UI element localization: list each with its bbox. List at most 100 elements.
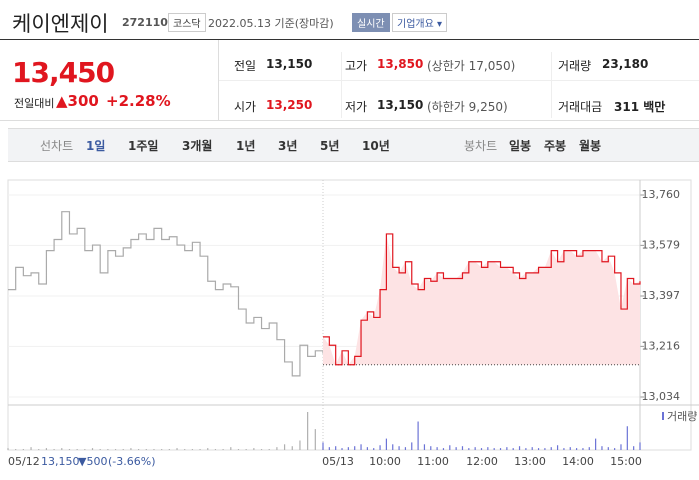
volume-bar (68, 449, 71, 450)
volume-bar (556, 445, 559, 450)
volume-bar (61, 448, 63, 450)
volume-bar (455, 447, 457, 450)
stat-label: 저가 (345, 100, 368, 114)
divider (341, 52, 342, 118)
tab[interactable]: 1주일 (128, 139, 159, 153)
tab[interactable]: 5년 (320, 139, 340, 153)
tab[interactable]: 1일 (86, 139, 106, 153)
tab[interactable]: 주봉 (544, 139, 567, 153)
stat-label: 전일 (234, 59, 257, 73)
volume-bar (442, 448, 445, 450)
volume-bar (299, 440, 301, 450)
current-price: 13,450 (12, 56, 115, 89)
volume-bar (307, 412, 309, 450)
volume-bar (461, 446, 464, 450)
market-badge: 코스닥 (168, 13, 206, 32)
tab-label: 봉차트 (464, 139, 498, 153)
company-info-button[interactable]: 기업개요 ▾ (392, 13, 447, 32)
y-tick-label: 13,760 (642, 188, 681, 201)
volume-bar (373, 448, 375, 450)
volume-bar (191, 449, 193, 450)
volume-bar (291, 446, 293, 450)
price-line (323, 233, 641, 366)
stat-value: 13,850 (377, 57, 424, 71)
tab[interactable]: 10년 (362, 139, 390, 153)
x-tick-label: 12:00 (466, 455, 498, 468)
prev-summary: 05/12 (8, 455, 40, 468)
volume-bar (544, 448, 546, 450)
stat-label: 시가 (234, 100, 257, 114)
volume-bar (582, 448, 584, 450)
volume-bar (245, 449, 247, 450)
volume-bar (537, 448, 540, 450)
tab[interactable]: 3개월 (182, 139, 213, 153)
volume-bar (184, 449, 186, 450)
volume-bar (268, 449, 270, 450)
volume-bar (99, 449, 101, 450)
stat-label: 고가 (345, 59, 368, 73)
volume-bar (626, 426, 628, 450)
volume-bar (404, 447, 407, 450)
y-tick-label: 13,397 (642, 289, 681, 302)
volume-bar (360, 444, 362, 450)
change: ▲300 (56, 92, 99, 110)
volume-bar (130, 448, 132, 450)
volume-bar (354, 446, 356, 450)
volume-bar (260, 449, 263, 450)
volume-bar (518, 446, 521, 450)
volume-bar (499, 448, 502, 450)
volume-bar (38, 449, 40, 450)
stat-value: 13,150 (377, 98, 424, 112)
divider (0, 120, 699, 121)
stat-note: (상한가 17,050) (427, 59, 516, 73)
volume-bar (283, 444, 286, 450)
volume-bar (563, 448, 565, 450)
volume-bar (385, 438, 387, 450)
volume-bar (199, 449, 201, 450)
volume-bar (84, 449, 86, 450)
volume-bar (512, 448, 514, 450)
volume-bar (53, 449, 55, 450)
tab[interactable]: 월봉 (579, 139, 602, 153)
volume-bar (145, 449, 147, 450)
volume-bar (607, 447, 609, 450)
volume-bar (480, 448, 483, 450)
y-tick-label: 13,034 (642, 390, 681, 403)
volume-bar (30, 447, 32, 450)
stat-value: 13,250 (266, 98, 313, 112)
plot-frame (7, 179, 692, 451)
volume-bar (588, 447, 590, 450)
stat-value: 13,150 (266, 57, 313, 71)
x-tick-label: 11:00 (417, 455, 449, 468)
realtime-button[interactable]: 실시간 (352, 13, 390, 32)
tab-label: 선차트 (40, 139, 74, 153)
volume-bar (436, 447, 438, 450)
volume-bar (230, 447, 232, 450)
tab[interactable]: 1년 (236, 139, 256, 153)
volume-bar (550, 447, 552, 450)
divider (219, 80, 699, 81)
price-line (8, 211, 324, 377)
volume-bar (449, 445, 451, 450)
volume-bar (161, 449, 163, 450)
volume-bar (620, 444, 622, 450)
tab[interactable]: 3년 (278, 139, 298, 153)
volume-bar (487, 447, 489, 450)
tab[interactable]: 일봉 (509, 139, 532, 153)
x-tick-label: 05/13 (322, 455, 354, 468)
volume-bar (214, 449, 217, 450)
date: 2022.05.13 기준(장마감) (208, 17, 334, 30)
volume-bar (328, 447, 330, 450)
volume-bar (423, 444, 426, 450)
x-tick-label: 10:00 (369, 455, 401, 468)
divider (0, 39, 699, 40)
stat-value: 23,180 (602, 57, 649, 71)
volume-bar (153, 449, 155, 450)
change-label: 전일대비 (14, 97, 55, 110)
volume-bar (7, 448, 9, 450)
volume-bar (335, 446, 337, 450)
volume-bar (341, 448, 343, 450)
